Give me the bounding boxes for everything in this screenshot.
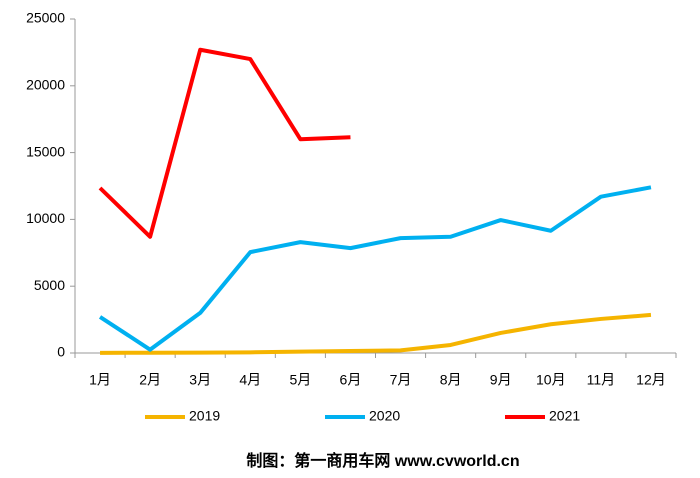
y-tick-label: 25000 — [26, 10, 65, 26]
x-tick-label: 12月 — [636, 372, 666, 388]
legend-label: 2019 — [189, 408, 220, 424]
footer: 制图：第一商用车网 www.cvworld.cn — [246, 451, 519, 470]
y-tick-label: 5000 — [34, 277, 65, 293]
x-tick-label: 2月 — [139, 372, 161, 388]
series-line — [100, 312, 652, 355]
y-tick-label: 0 — [57, 344, 65, 360]
y-tick-label: 15000 — [26, 143, 65, 159]
x-tick-label: 11月 — [587, 372, 616, 388]
x-tick-label: 8月 — [440, 372, 462, 388]
x-tick-label: 9月 — [490, 372, 512, 388]
y-tick-label: 10000 — [26, 210, 65, 226]
series-line — [98, 185, 652, 352]
x-tick-label: 1月 — [89, 372, 111, 388]
y-tick-label: 20000 — [26, 77, 65, 93]
series-line — [98, 47, 351, 239]
x-tick-label: 6月 — [340, 372, 362, 388]
x-tick-label: 5月 — [289, 372, 311, 388]
x-tick-label: 4月 — [239, 372, 261, 388]
legend-label: 2021 — [549, 408, 580, 424]
x-tick-label: 3月 — [189, 372, 211, 388]
x-tick-label: 7月 — [390, 372, 412, 388]
legend-label: 2020 — [369, 408, 400, 424]
x-tick-label: 10月 — [536, 372, 566, 388]
